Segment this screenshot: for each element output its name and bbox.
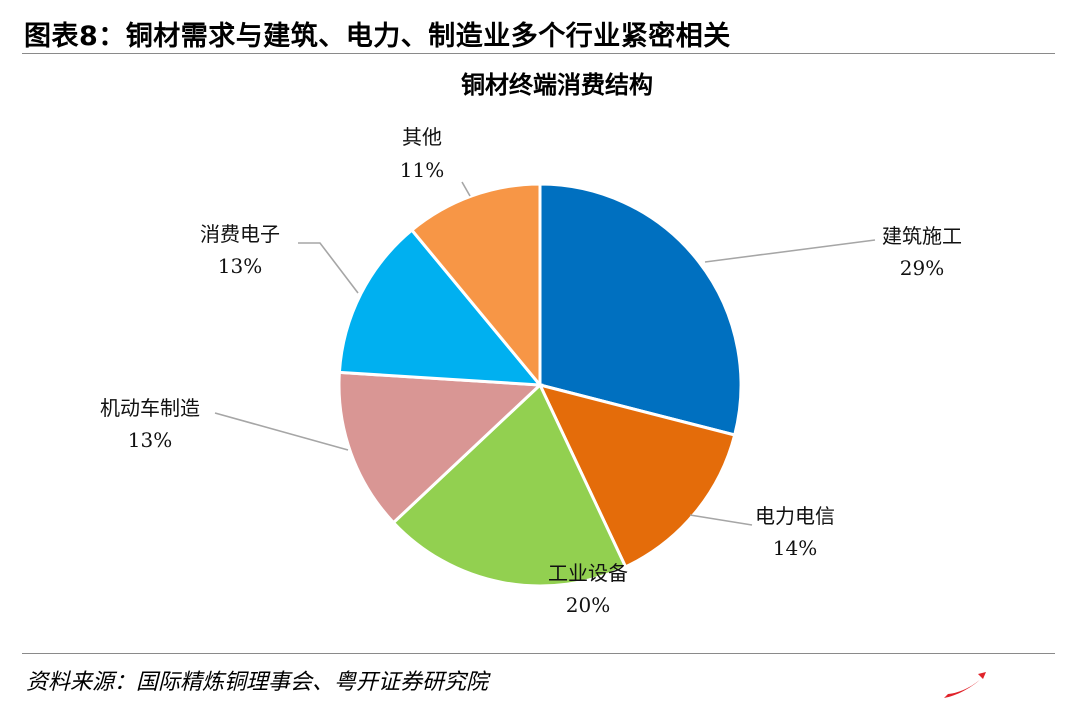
brand-swoosh-logo — [944, 672, 986, 698]
slice-category-label: 消费电子 — [200, 222, 280, 246]
pie-slice-6 — [409, 182, 542, 390]
slice-category-label: 工业设备 — [548, 561, 628, 585]
leader-line-6 — [461, 181, 471, 197]
slice-category-label: 其他 — [402, 125, 442, 149]
slice-percent-label: 14% — [773, 536, 817, 560]
slice-percent-label: 29% — [900, 256, 944, 280]
pie-slice-1 — [538, 182, 743, 437]
pie-slice-3 — [391, 382, 628, 588]
footer-divider — [22, 653, 1055, 654]
source-note: 资料来源：国际精炼铜理事会、粤开证券研究院 — [26, 670, 489, 695]
pie-slice-5 — [337, 228, 544, 387]
pie-slices — [337, 182, 743, 588]
leader-line-4 — [214, 412, 349, 451]
leader-line-5 — [298, 242, 359, 294]
figure-title: 图表8：铜材需求与建筑、电力、制造业多个行业紧密相关 — [24, 21, 731, 52]
slice-percent-label: 11% — [400, 158, 444, 182]
pie-slice-4 — [337, 370, 544, 525]
slice-labels: 建筑施工 29% 电力电信 14% 工业设备 20% 机动车制造 13% 消费电子 13% 其他 11… — [100, 125, 962, 617]
leader-line-2 — [689, 514, 753, 526]
slice-percent-label: 13% — [128, 428, 172, 452]
slice-category-label: 电力电信 — [755, 504, 835, 528]
leader-lines — [214, 181, 876, 526]
slice-category-label: 建筑施工 — [882, 224, 962, 248]
chart-title: 铜材终端消费结构 — [461, 70, 653, 99]
pie-chart: 铜材终端消费结构 建筑施工 29% 电力电信 14% 工业设备 20% 机动车制造 13% 消费… — [100, 70, 962, 617]
slice-percent-label: 13% — [218, 254, 262, 278]
slice-percent-label: 20% — [566, 593, 610, 617]
leader-line-1 — [704, 239, 876, 263]
slice-category-label: 机动车制造 — [100, 396, 200, 420]
pie-slice-2 — [537, 382, 737, 569]
title-divider — [22, 53, 1055, 54]
